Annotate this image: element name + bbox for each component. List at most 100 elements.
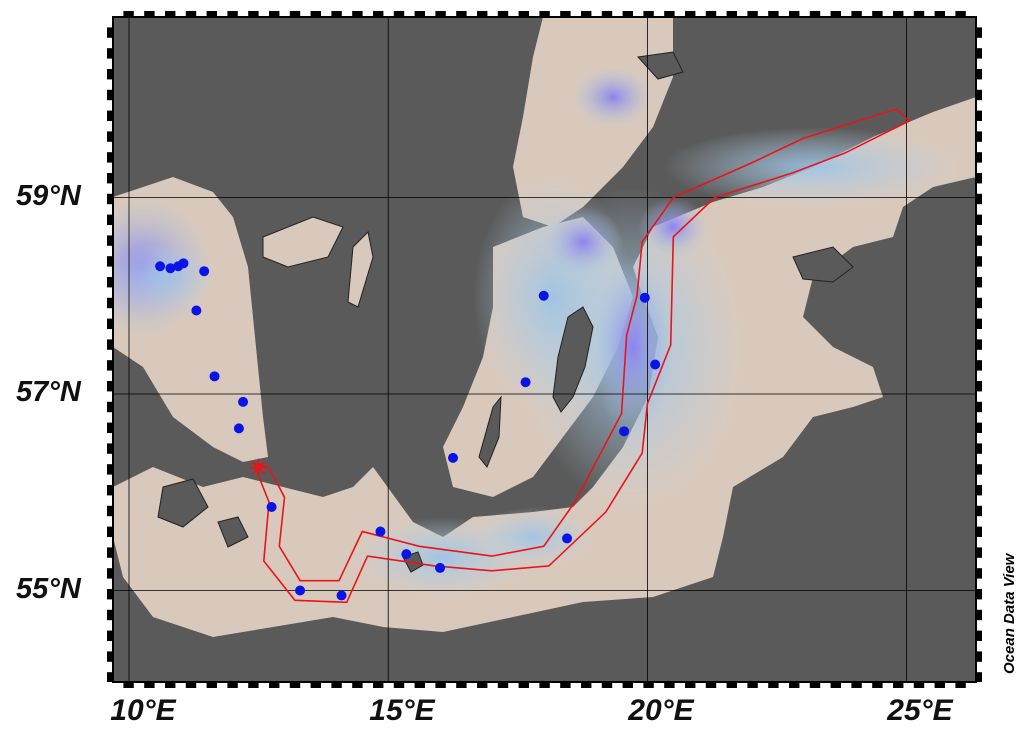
border-tick (913, 682, 925, 688)
border-tick (955, 682, 966, 688)
ocean-data-view-brand: Ocean Data View (1001, 553, 1018, 674)
border-tick (144, 682, 155, 688)
station-point (155, 261, 166, 272)
start-asterisk-marker (249, 458, 268, 477)
border-tick (206, 682, 217, 688)
border-tick (976, 464, 982, 475)
swedish-lake-vattern (347, 230, 374, 308)
border-tick (768, 682, 779, 688)
border-tick (560, 682, 571, 688)
station-point (538, 290, 549, 301)
border-tick (581, 682, 592, 688)
border-tick (976, 505, 982, 517)
border-tick (747, 682, 758, 688)
border-tick (976, 589, 982, 600)
station-point (562, 533, 573, 544)
lat-label-57: 57°N (16, 376, 81, 408)
border-tick (976, 651, 982, 662)
border-tick (976, 318, 982, 329)
map-canvas (113, 17, 976, 682)
border-tick (622, 682, 633, 688)
lon-label-25: 25°E (887, 694, 953, 727)
border-tick (456, 682, 467, 688)
border-tick (685, 682, 696, 688)
border-tick (310, 682, 321, 688)
swedish-lake-vanern (262, 216, 344, 268)
border-tick (976, 131, 982, 142)
border-tick (934, 682, 945, 688)
border-tick (809, 682, 821, 688)
station-point (238, 396, 249, 407)
border-tick (976, 89, 982, 101)
border-tick (976, 152, 982, 163)
station-point (401, 549, 412, 560)
station-point (191, 305, 202, 316)
border-tick (477, 682, 488, 688)
border-tick (185, 682, 197, 688)
border-tick (976, 235, 982, 246)
border-tick (976, 485, 982, 496)
border-tick (976, 443, 982, 454)
station-point (375, 526, 386, 537)
border-tick (269, 682, 280, 688)
border-tick (352, 682, 363, 688)
border-tick (435, 682, 446, 688)
border-tick (976, 69, 982, 80)
station-point (520, 377, 531, 388)
border-tick (976, 547, 982, 558)
border-tick (976, 401, 982, 413)
border-tick (851, 682, 862, 688)
station-point (178, 258, 189, 269)
station-point (209, 371, 220, 382)
border-tick (976, 110, 982, 121)
border-tick (976, 381, 982, 392)
border-tick (497, 682, 509, 688)
border-tick (165, 682, 176, 688)
border-tick (331, 682, 342, 688)
station-point (233, 423, 244, 434)
station-point (266, 501, 277, 512)
border-tick (976, 609, 982, 621)
border-tick (414, 682, 425, 688)
border-tick (976, 256, 982, 267)
border-tick (976, 48, 982, 59)
border-tick (518, 682, 529, 688)
border-tick (830, 682, 841, 688)
station-point (435, 562, 446, 573)
border-tick (976, 173, 982, 184)
border-tick (373, 682, 384, 688)
lon-label-15: 15°E (369, 694, 435, 727)
station-point (650, 359, 661, 370)
lon-label-20: 20°E (628, 694, 694, 727)
lat-label-59: 59°N (16, 180, 81, 212)
station-point (336, 590, 347, 601)
border-tick (872, 682, 883, 688)
station-point (619, 426, 630, 437)
border-tick (976, 214, 982, 225)
border-tick (643, 682, 654, 688)
border-tick (976, 27, 982, 38)
lat-label-55: 55°N (16, 573, 81, 605)
border-tick (976, 193, 982, 205)
lon-label-10: 10°E (110, 694, 176, 727)
border-tick (976, 422, 982, 433)
map-plot-area (113, 17, 976, 682)
border-tick (393, 682, 405, 688)
border-tick (976, 630, 982, 641)
border-tick (601, 682, 613, 688)
border-tick (664, 682, 675, 688)
border-tick (976, 297, 982, 309)
border-tick (976, 277, 982, 288)
border-tick (789, 682, 800, 688)
station-point (639, 292, 650, 303)
border-tick (976, 526, 982, 537)
border-tick (248, 682, 259, 688)
border-tick (227, 682, 238, 688)
station-point (199, 266, 210, 277)
border-tick (976, 339, 982, 350)
border-tick (976, 672, 982, 682)
border-tick (976, 568, 982, 579)
border-tick (289, 682, 301, 688)
station-point (448, 452, 458, 463)
station-point (295, 585, 306, 596)
